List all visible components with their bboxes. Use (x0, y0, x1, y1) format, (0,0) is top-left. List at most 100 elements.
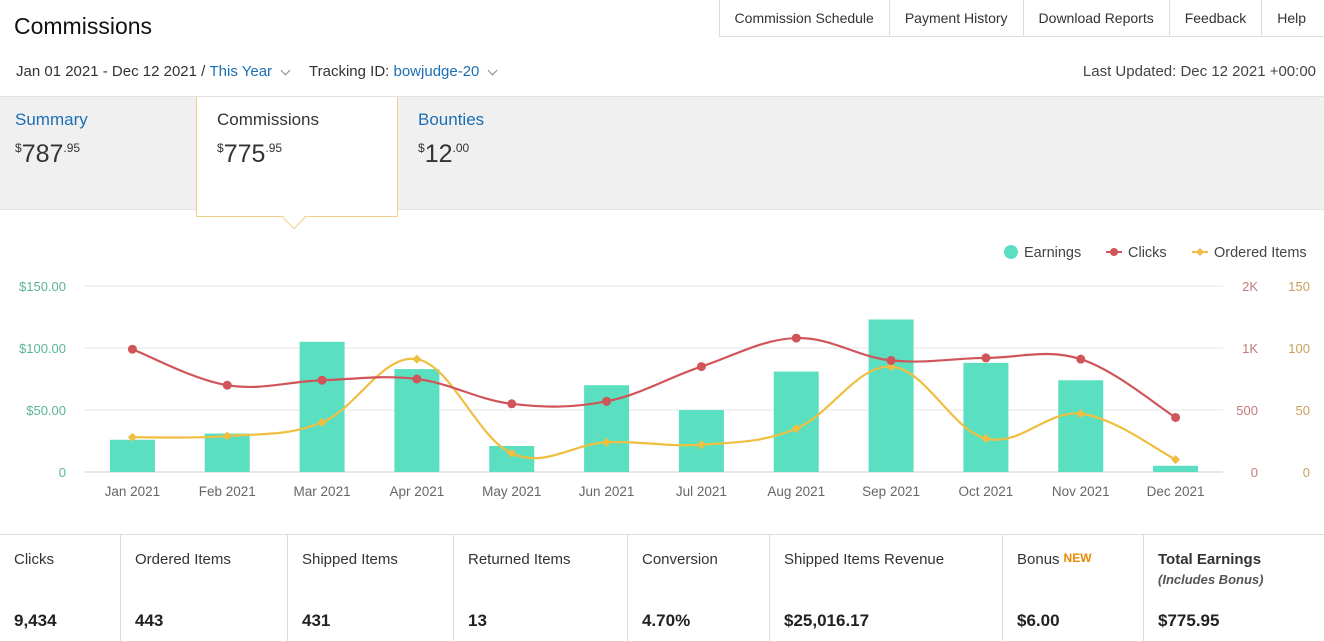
tab-summary-amount: $787.95 (15, 140, 81, 168)
right-axis-items-tick: 150 (1288, 279, 1310, 294)
legend-clicks-swatch (1110, 248, 1118, 256)
earnings-bar (1058, 380, 1104, 472)
clicks-point (602, 396, 612, 406)
right-axis-items-tick: 100 (1288, 341, 1310, 356)
right-axis-clicks-tick: 2K (1242, 279, 1258, 294)
left-axis-tick: $50.00 (26, 403, 66, 418)
earnings-bar (773, 371, 819, 472)
earnings-bar (1153, 465, 1199, 472)
clicks-point (222, 380, 232, 390)
legend-ordered-items-label: Ordered Items (1214, 245, 1307, 261)
ordered-items-point (791, 424, 801, 434)
clicks-line (132, 336, 1177, 419)
clicks-point (696, 362, 706, 372)
left-axis-tick: $150.00 (19, 279, 66, 294)
tab-bounties-amount: $12.00 (418, 140, 470, 168)
legend-earnings-label: Earnings (1024, 245, 1081, 261)
ordered-items-point (1171, 455, 1181, 465)
tab-bounties-label: Bounties (418, 110, 485, 129)
right-axis-clicks-tick: 1K (1242, 341, 1258, 356)
ordered-items-point (412, 354, 422, 364)
clicks-point (317, 375, 327, 385)
legend-ordered-items-swatch (1196, 248, 1204, 256)
tracking-id-selector[interactable]: Tracking ID: bowjudge-20 (309, 63, 498, 80)
clicks-point (981, 353, 991, 363)
x-axis-tick-label: Jun 2021 (579, 484, 635, 499)
stat-conversion: Conversion 4.70% (628, 535, 770, 641)
stat-clicks: Clicks 9,434 (0, 535, 121, 641)
stats-bar: Clicks 9,434 Ordered Items 443 Shipped I… (0, 534, 1324, 641)
ordered-items-point (696, 440, 706, 450)
tab-commissions-label: Commissions (217, 110, 320, 129)
x-axis-tick-label: Apr 2021 (390, 484, 445, 499)
tab-commissions[interactable]: Commissions $775.95 (196, 97, 398, 217)
filter-row: Jan 01 2021 - Dec 12 2021 / This Year Tr… (16, 63, 498, 80)
stat-returned-items: Returned Items 13 (454, 535, 628, 641)
x-axis-tick-label: Jan 2021 (105, 484, 161, 499)
chevron-down-icon[interactable] (487, 65, 498, 75)
tabs-band: Summary $787.95 Commissions $775.95 Boun… (0, 96, 1324, 217)
x-axis-tick-label: Oct 2021 (959, 484, 1014, 499)
stat-bonus: Bonus NEW $6.00 (1003, 535, 1144, 641)
date-range: Jan 01 2021 - Dec 12 2021 (16, 63, 197, 80)
stat-shipped-items-revenue: Shipped Items Revenue $25,016.17 (770, 535, 1003, 641)
earnings-bar (394, 369, 440, 472)
earnings-bar (109, 439, 155, 472)
x-axis-tick-label: Sep 2021 (862, 484, 920, 499)
clicks-point (507, 399, 517, 409)
stat-shipped-items: Shipped Items 431 (288, 535, 454, 641)
legend-clicks-label: Clicks (1128, 245, 1167, 261)
right-axis-clicks-tick: 0 (1251, 465, 1258, 480)
ordered-items-point (886, 362, 896, 372)
left-axis-tick: 0 (59, 465, 66, 480)
tracking-id-value[interactable]: bowjudge-20 (393, 63, 480, 80)
clicks-point (412, 374, 422, 384)
period-dropdown[interactable]: This Year (209, 63, 273, 80)
ordered-items-point (317, 417, 327, 427)
x-axis-tick-label: Dec 2021 (1147, 484, 1205, 499)
x-axis-tick-label: Aug 2021 (767, 484, 825, 499)
left-axis-tick: $100.00 (19, 341, 66, 356)
x-axis-tick-label: Nov 2021 (1052, 484, 1110, 499)
ordered-items-line (132, 357, 1177, 461)
clicks-point (1076, 354, 1086, 364)
right-axis-items-tick: 0 (1303, 465, 1310, 480)
tab-commissions-amount: $775.95 (217, 140, 283, 168)
chevron-down-icon[interactable] (280, 65, 291, 75)
top-nav: Commission Schedule Payment History Down… (718, 0, 1324, 37)
x-axis-tick-label: Mar 2021 (294, 484, 351, 499)
tab-summary-label: Summary (15, 110, 88, 129)
commission-schedule-link[interactable]: Commission Schedule (719, 0, 890, 36)
ordered-items-point (602, 437, 612, 447)
date-separator: / (201, 63, 206, 80)
clicks-point (127, 344, 137, 354)
download-reports-link[interactable]: Download Reports (1023, 0, 1170, 36)
clicks-point (791, 333, 801, 343)
x-axis-tick-label: May 2021 (482, 484, 541, 499)
help-link[interactable]: Help (1262, 0, 1324, 36)
payment-history-link[interactable]: Payment History (889, 0, 1024, 36)
feedback-link[interactable]: Feedback (1169, 0, 1263, 36)
earnings-bar (868, 319, 914, 472)
tracking-label: Tracking ID: (309, 63, 390, 80)
stat-total-earnings: Total Earnings (Includes Bonus) $775.95 (1158, 551, 1264, 630)
last-updated: Last Updated: Dec 12 2021 +00:00 (1082, 63, 1316, 80)
x-axis-tick-label: Jul 2021 (676, 484, 727, 499)
new-badge: NEW (1063, 551, 1092, 565)
ordered-items-point (222, 431, 232, 441)
ordered-items-point (507, 448, 517, 458)
legend-earnings-swatch (1004, 245, 1018, 259)
earnings-chart: $150.00$100.00$50.0002K1K5000150100500Ja… (19, 245, 1310, 499)
earnings-bar (299, 341, 345, 472)
page-title: Commissions (14, 13, 153, 39)
tab-bounties[interactable]: Bounties $12.00 (398, 97, 598, 211)
ordered-items-point (127, 432, 137, 442)
ordered-items-point (1076, 409, 1086, 419)
ordered-items-point (981, 434, 991, 444)
right-axis-clicks-tick: 500 (1236, 403, 1258, 418)
stat-ordered-items: Ordered Items 443 (121, 535, 288, 641)
earnings-bar (963, 362, 1009, 472)
clicks-point (886, 355, 896, 365)
right-axis-items-tick: 50 (1296, 403, 1310, 418)
tab-summary[interactable]: Summary $787.95 (0, 97, 196, 211)
